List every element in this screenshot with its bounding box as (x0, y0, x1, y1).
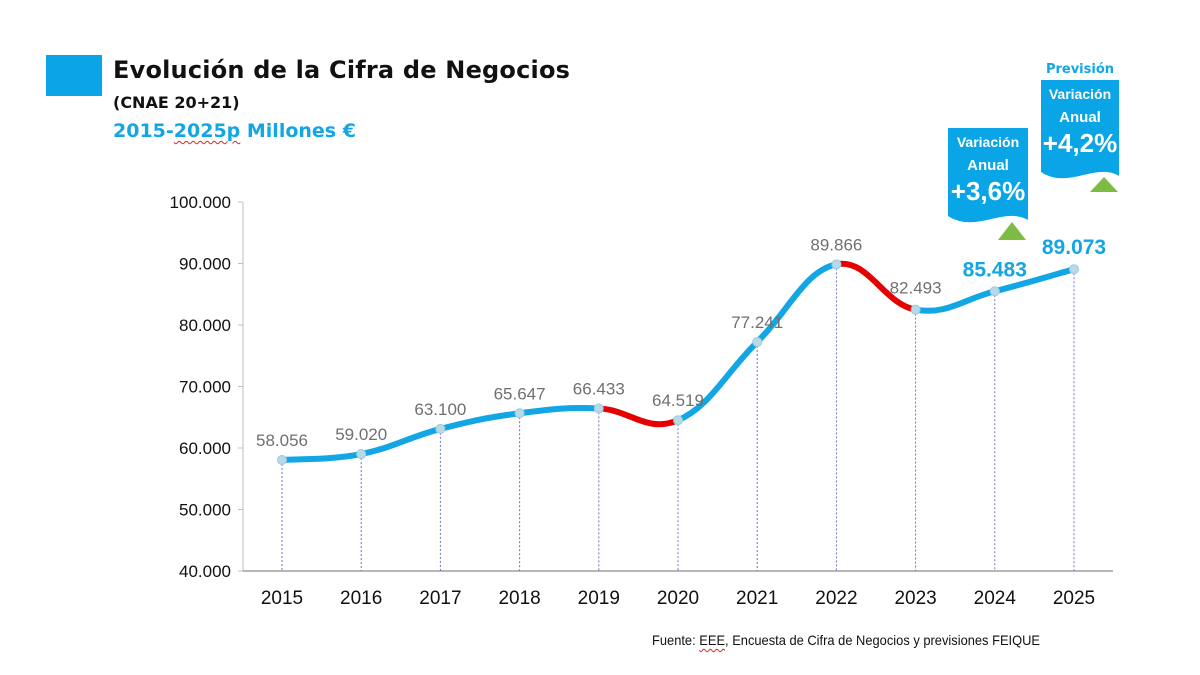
data-labels: 58.056 59.020 63.100 65.647 66.433 64.519 77.2… (256, 235, 1106, 450)
y-tick-label: 90.000 (179, 255, 231, 274)
data-label: 82.493 (890, 279, 942, 298)
x-tick-label: 2025 (1053, 588, 1095, 609)
chart-title: Evolución de la Cifra de Negocios (113, 56, 571, 84)
data-point (989, 286, 1000, 297)
line-segment-decline (833, 260, 919, 313)
data-point (593, 403, 604, 414)
banner-line1: Variación (957, 134, 1019, 150)
chart-period: 2015-2025p Millones € (113, 120, 356, 142)
data-point (514, 408, 525, 419)
line-segment-growth (516, 405, 602, 417)
title-accent-square (46, 55, 102, 96)
data-point (435, 423, 446, 434)
variation-banner: Variación Anual +4,2% (1041, 80, 1119, 192)
data-points (277, 259, 1079, 465)
data-label: 77.241 (731, 313, 783, 332)
variation-banners: Variación Anual +3,6% Variación Anual +4,2% (948, 80, 1119, 240)
data-point (752, 336, 763, 347)
x-tick-label: 2016 (340, 588, 382, 609)
y-tick-labels: 40.000 50.000 60.000 70.000 80.000 90.000 100.… (170, 193, 231, 581)
line-segment-growth (358, 425, 444, 458)
data-label: 89.073 (1042, 236, 1106, 259)
line-segment-growth (279, 451, 365, 463)
banner-value: +4,2% (1043, 128, 1117, 158)
line-segment-growth (675, 338, 761, 424)
source-underlined: EEE (699, 632, 726, 648)
data-point (831, 259, 842, 270)
x-tick-label: 2023 (894, 588, 936, 609)
data-label: 58.056 (256, 431, 308, 450)
x-tick-label: 2020 (657, 588, 699, 609)
period-suffix: Millones € (240, 120, 356, 142)
source-note: Fuente: EEE, Encuesta de Cifra de Negoci… (652, 632, 1040, 648)
line-segment-growth (754, 261, 840, 345)
line-segment-growth (437, 410, 523, 432)
data-line (279, 260, 1077, 463)
period-underlined: 2025p (173, 120, 241, 142)
banner-line2: Anual (1059, 109, 1101, 126)
x-tick-label: 2022 (815, 588, 857, 609)
source-suffix: , Encuesta de Cifra de Negocios y previs… (725, 632, 1041, 648)
data-label: 64.519 (652, 391, 704, 410)
x-tick-labels: 2015 2016 2017 2018 2019 2020 2021 2022 2023 2024… (261, 588, 1095, 609)
y-tick-label: 80.000 (179, 316, 231, 335)
period-prefix: 2015- (113, 120, 174, 142)
data-label: 65.647 (494, 384, 546, 403)
line-segment-growth (991, 266, 1077, 295)
x-tick-label: 2024 (974, 588, 1017, 609)
banner-value: +3,6% (951, 176, 1025, 206)
chart-subtitle: (CNAE 20+21) (113, 93, 240, 112)
source-prefix: Fuente: (652, 632, 700, 648)
data-label: 89.866 (810, 235, 862, 254)
y-tick-label: 70.000 (179, 378, 231, 397)
data-point (673, 415, 683, 426)
forecast-label: Previsión (1045, 62, 1115, 77)
data-label: 85.483 (963, 258, 1027, 281)
banner-shape (948, 128, 1028, 223)
x-tick-label: 2021 (736, 588, 778, 609)
up-triangle-icon (1090, 177, 1118, 192)
x-tick-label: 2018 (498, 588, 540, 609)
x-tick-label: 2019 (578, 588, 620, 609)
data-label: 59.020 (335, 425, 387, 444)
y-tick-label: 50.000 (179, 501, 231, 520)
y-tick-label: 60.000 (179, 439, 231, 458)
x-tick-label: 2017 (419, 588, 461, 609)
drop-lines (281, 264, 1075, 571)
y-tick-label: 100.000 (170, 193, 231, 212)
banner-line1: Variación (1049, 86, 1111, 102)
line-segment-growth (912, 288, 998, 314)
data-point (1069, 264, 1079, 275)
variation-banner: Variación Anual +3,6% (948, 128, 1028, 240)
x-tick-label: 2015 (261, 588, 303, 609)
axes (238, 201, 1113, 572)
data-label: 66.433 (573, 379, 625, 398)
data-point (910, 304, 921, 315)
up-triangle-icon (998, 222, 1026, 240)
data-point (277, 454, 287, 465)
line-segment-decline (595, 405, 681, 428)
banner-line2: Anual (967, 157, 1009, 174)
banner-shape (1041, 80, 1119, 179)
y-tick-label: 40.000 (179, 562, 231, 581)
data-label: 63.100 (414, 400, 466, 419)
data-point (356, 449, 367, 460)
